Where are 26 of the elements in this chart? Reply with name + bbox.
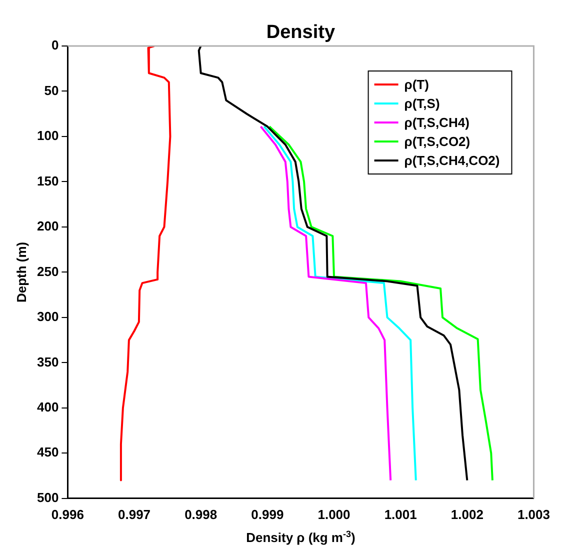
x-tick-label: 0.996 [51,506,84,522]
legend-label: ρ(T,S,CH4) [404,115,470,130]
y-tick-label: 150 [36,173,59,188]
y-tick-label: 500 [36,490,59,505]
x-tick-label: 1.001 [384,506,417,522]
y-axis-title: Depth (m) [14,242,29,303]
x-tick-label: 1.003 [517,506,550,522]
y-tick-label: 100 [36,128,59,144]
legend-label: ρ(T,S,CO2) [404,134,470,150]
chart-title: Density [266,22,336,43]
x-tick-label: 1.000 [318,506,350,522]
x-tick-label: 0.999 [251,506,284,522]
y-tick-label: 300 [36,309,59,324]
y-tick-label: 250 [36,264,59,279]
y-tick-label: 400 [36,400,59,414]
y-tick-label: 450 [36,444,59,460]
x-tick-label: 1.002 [450,506,484,522]
x-tick-label: 0.998 [184,506,218,522]
legend-label: ρ(T) [404,77,429,92]
y-tick-label: 50 [44,82,59,98]
x-tick-label: 0.997 [118,506,151,522]
y-tick-label: 200 [36,218,59,234]
legend-label: ρ(T,S) [404,96,440,112]
legend-label: ρ(T,S,CH4,CO2) [404,153,500,168]
y-tick-label: 0 [51,38,59,53]
y-tick-label: 350 [36,354,59,370]
